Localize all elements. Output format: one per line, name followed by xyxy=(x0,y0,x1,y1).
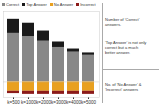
svg-text:k=3000: k=3000 xyxy=(51,100,66,105)
html-text:No Answer: No Answer xyxy=(53,1,74,7)
html-text:No. of 'No Answer' & 'Incorrec: No. of 'No Answer' & 'Incorrect' answers xyxy=(105,81,142,92)
svg-text:k=2000: k=2000 xyxy=(36,100,51,105)
svg-text:k=500: k=500 xyxy=(7,100,20,105)
html-text:Correct: Correct xyxy=(6,1,20,7)
html-text:'Top Answer' is not only corre: 'Top Answer' is not only correct but a m… xyxy=(105,40,147,56)
svg-text:k=1000: k=1000 xyxy=(21,100,36,105)
html-text:Number of 'Correct' answers.: Number of 'Correct' answers. xyxy=(105,16,140,27)
html-text:Top Answer: Top Answer xyxy=(26,1,47,7)
svg-text:k=4000: k=4000 xyxy=(66,100,81,105)
svg-text:k=5000: k=5000 xyxy=(81,100,96,105)
html-text:Incorrect: Incorrect xyxy=(80,1,96,7)
